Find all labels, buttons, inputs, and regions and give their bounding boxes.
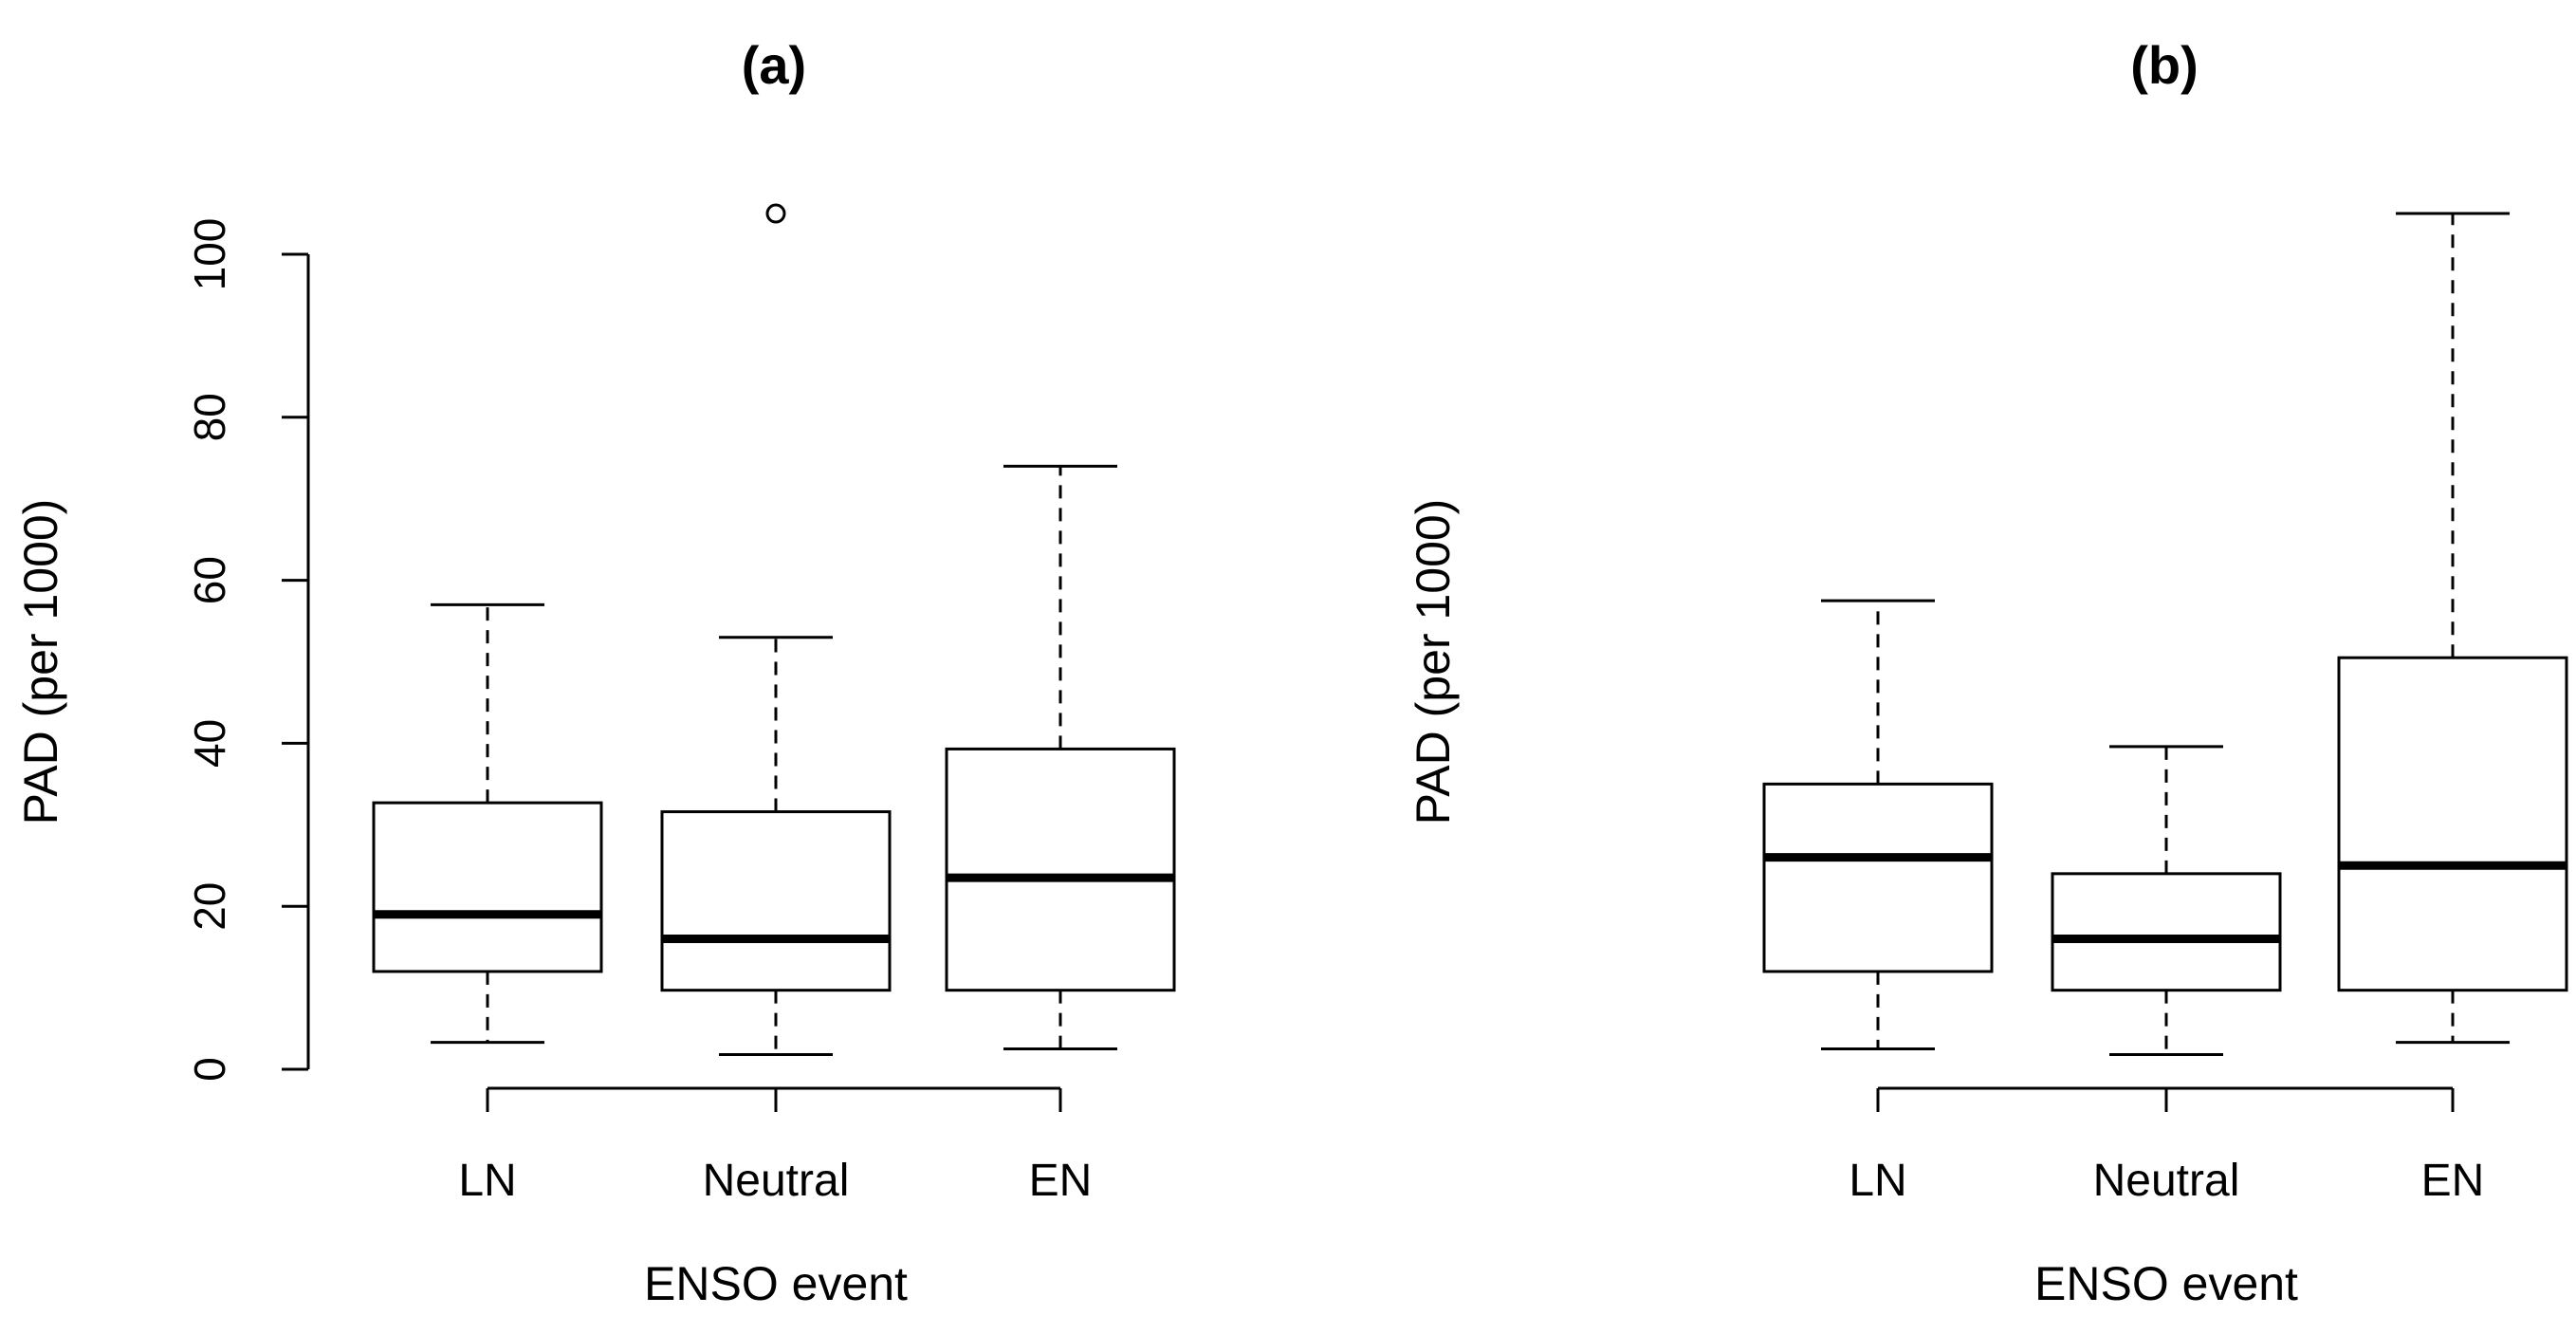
interquartile-box: [2051, 872, 2282, 992]
panel-b: (b) PAD (per 1000) ENSO event LN Neutral EN: [1407, 35, 2568, 1310]
x-axis-label: ENSO event: [2034, 1257, 2298, 1310]
x-tick-label: EN: [2421, 1156, 2485, 1206]
x-axis: LN Neutral EN: [1849, 1086, 2485, 1206]
x-tick-label: Neutral: [703, 1156, 850, 1206]
interquartile-box: [1762, 782, 1994, 973]
chart-title: (b): [2130, 35, 2199, 95]
interquartile-box: [660, 810, 892, 992]
x-tick-label: LN: [1849, 1156, 1906, 1206]
x-axis-label: ENSO event: [644, 1257, 908, 1310]
box-en: [945, 464, 1176, 1051]
x-axis: LN Neutral EN: [458, 1086, 1093, 1206]
outlier-point: [765, 203, 786, 224]
x-tick-label: EN: [1029, 1156, 1093, 1206]
y-tick-label: 0: [185, 1057, 234, 1082]
chart-title: (a): [742, 35, 806, 95]
box-ln: [1762, 599, 1994, 1051]
y-axis-label: PAD (per 1000): [1407, 499, 1460, 825]
interquartile-box: [945, 747, 1176, 992]
interquartile-box: [372, 801, 603, 973]
panel-a: (a) PAD (per 1000) ENSO event 0 20 40 60 80 100 L…: [14, 35, 1176, 1310]
x-tick-label: LN: [458, 1156, 516, 1206]
y-tick-label: 20: [185, 882, 234, 931]
box-ln: [372, 602, 603, 1045]
y-tick-label: 100: [185, 218, 234, 291]
x-tick-label: Neutral: [2093, 1156, 2240, 1206]
box-en: [2337, 212, 2568, 1045]
interquartile-box: [2337, 656, 2568, 992]
y-axis: 0 20 40 60 80 100: [185, 218, 310, 1082]
box-neutral: [660, 203, 892, 1057]
y-tick-label: 60: [185, 556, 234, 604]
y-axis-label: PAD (per 1000): [14, 499, 67, 825]
box-neutral: [2051, 745, 2282, 1057]
y-tick-label: 80: [185, 393, 234, 441]
y-tick-label: 40: [185, 719, 234, 768]
